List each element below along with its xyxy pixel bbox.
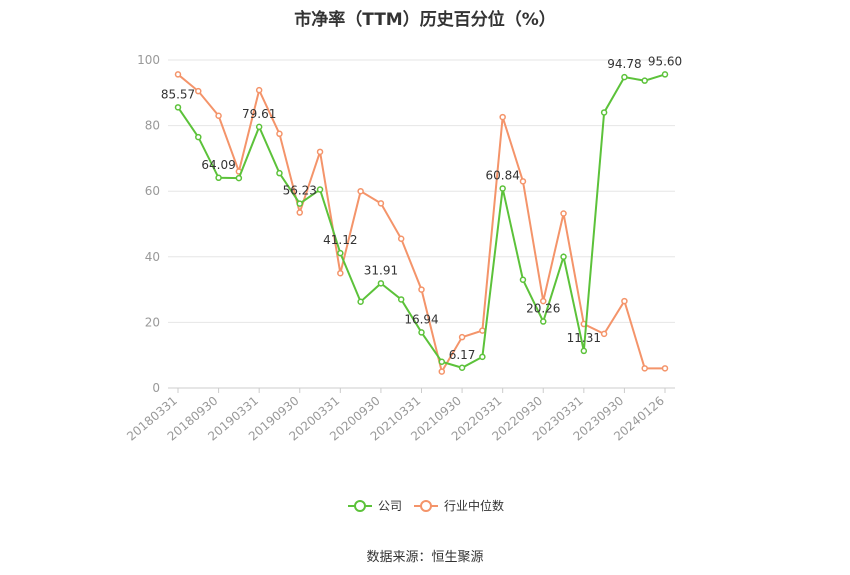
data-point-1	[600, 330, 608, 338]
data-point-0	[499, 185, 506, 192]
legend-marker-1	[420, 500, 432, 512]
data-point-0	[661, 71, 669, 78]
data-point-0	[438, 358, 446, 366]
data-point-1	[661, 365, 669, 372]
data-point-0	[418, 329, 425, 336]
y-tick-label: 80	[145, 119, 160, 133]
data-point-0	[357, 298, 364, 305]
data-label: 56.23	[283, 184, 317, 198]
data-point-0	[337, 249, 344, 257]
data-point-0	[255, 123, 263, 131]
data-point-1	[560, 210, 567, 217]
data-label: 85.57	[161, 87, 195, 101]
data-point-1	[519, 178, 527, 185]
data-point-0	[397, 296, 405, 303]
data-point-1	[458, 333, 466, 341]
data-source: 数据来源：恒生聚源	[366, 550, 484, 565]
data-point-0	[479, 353, 486, 361]
data-point-0	[235, 174, 243, 182]
data-label: 20.26	[526, 302, 560, 316]
data-point-1	[641, 365, 648, 372]
data-point-0	[377, 280, 385, 287]
data-point-1	[316, 148, 324, 156]
data-point-1	[255, 86, 263, 94]
data-point-1	[215, 112, 222, 120]
data-point-1	[418, 286, 425, 293]
data-point-0	[316, 186, 324, 193]
y-tick-label: 40	[145, 250, 160, 264]
data-point-0	[174, 104, 182, 111]
data-point-0	[600, 109, 608, 116]
data-point-0	[621, 73, 628, 81]
data-point-1	[621, 297, 628, 305]
data-point-0	[215, 174, 222, 182]
data-point-1	[438, 368, 446, 375]
legend-label-1: 行业中位数	[444, 498, 504, 513]
chart-title: 市净率（TTM）历史百分位（%）	[294, 10, 556, 30]
data-label: 79.61	[242, 107, 276, 121]
data-point-0	[540, 318, 547, 325]
data-point-0	[458, 364, 466, 372]
data-label: 11.31	[567, 331, 601, 345]
data-point-0	[560, 253, 567, 261]
data-point-0	[641, 77, 648, 84]
data-point-0	[195, 133, 202, 141]
y-tick-label: 20	[145, 315, 160, 329]
data-point-1	[540, 297, 547, 305]
data-label: 94.78	[607, 57, 641, 71]
data-point-1	[195, 87, 202, 95]
data-point-0	[519, 276, 527, 284]
data-label: 6.17	[449, 348, 476, 362]
data-point-0	[276, 169, 283, 177]
data-label: 95.60	[648, 54, 682, 68]
data-label: 60.84	[485, 168, 519, 182]
y-tick-label: 100	[137, 53, 160, 67]
data-point-1	[174, 71, 182, 78]
legend-label-0: 公司	[378, 499, 402, 513]
legend-marker-0	[354, 500, 366, 512]
y-tick-label: 0	[152, 381, 160, 395]
data-point-1	[296, 209, 303, 216]
data-label: 16.94	[404, 312, 438, 326]
data-point-1	[397, 235, 405, 243]
data-point-1	[337, 269, 344, 277]
data-point-1	[357, 187, 364, 195]
data-label: 41.12	[323, 233, 357, 247]
data-point-1	[499, 113, 506, 121]
data-point-1	[377, 200, 385, 207]
y-tick-label: 60	[145, 184, 160, 198]
data-point-1	[479, 327, 486, 334]
data-point-1	[276, 130, 283, 138]
data-label: 64.09	[201, 158, 235, 172]
data-label: 31.91	[364, 263, 398, 277]
data-point-0	[580, 347, 588, 355]
data-point-0	[296, 200, 303, 207]
